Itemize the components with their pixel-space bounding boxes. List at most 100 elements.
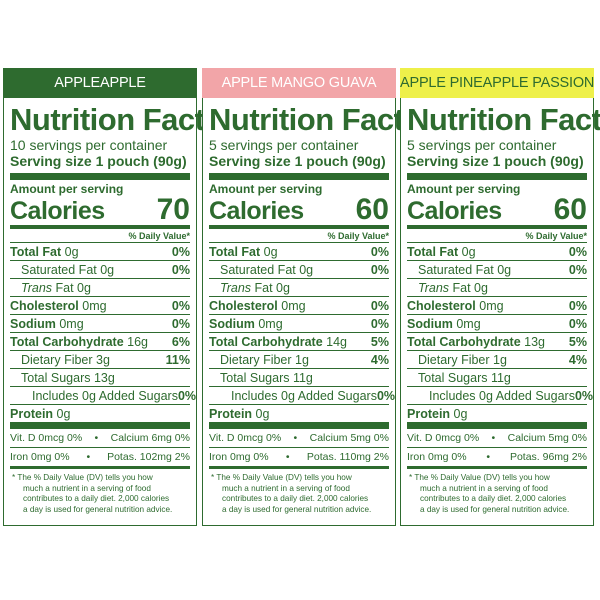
thick-divider: [10, 422, 190, 429]
nutrient-label: Total Carbohydrate: [407, 334, 521, 349]
daily-value: 4%: [370, 352, 389, 367]
trans-fat-row: Trans Fat 0g: [10, 278, 190, 296]
daily-value: 0%: [171, 244, 190, 259]
trans-label: Trans: [220, 280, 252, 295]
potassium: Potas. 110mg 2%: [306, 451, 389, 463]
total-fat-row: Total Fat 0g 0%: [407, 242, 587, 260]
dietary-fiber-row: Dietary Fiber 1g 4%: [407, 350, 587, 368]
added-sugars-row: Includes 0g Added Sugars 0%: [10, 386, 196, 404]
nutrient-label: Total Fat: [10, 244, 62, 259]
nutrient-label: Saturated Fat 0g: [418, 262, 512, 277]
daily-value: 5%: [568, 334, 587, 349]
daily-value: 0%: [370, 298, 389, 313]
daily-value: 0%: [370, 244, 389, 259]
footnote-line: much a nutrient in a serving of food: [23, 483, 151, 493]
footnote-line: contributes to a daily diet. 2,000 calor…: [420, 494, 567, 503]
protein-row: Protein 0g: [209, 404, 389, 422]
trans-rest: Fat 0g: [55, 280, 91, 295]
nutrient-amount: 0mg: [59, 316, 84, 331]
calories-value: 70: [156, 193, 190, 226]
thick-divider: [407, 173, 587, 180]
dietary-fiber-row: Dietary Fiber 1g 4%: [209, 350, 389, 368]
medium-divider: [209, 225, 389, 229]
nutrient-label: Total Carbohydrate: [10, 334, 124, 349]
vitamin-row-1: Vit. D 0mcg 0% • Calcium 5mg 0%: [407, 429, 587, 447]
nutrient-label: Dietary Fiber 1g: [220, 352, 309, 367]
saturated-fat-row: Saturated Fat 0g 0%: [10, 260, 190, 278]
label-body: Nutrition Facts 5 servings per container…: [400, 98, 600, 526]
nutrient-label: Total Fat: [209, 244, 261, 259]
nutrient-amount: 0mg: [258, 316, 283, 331]
cholesterol-row: Cholesterol 0mg 0%: [10, 296, 190, 314]
servings-per-container: 10 servings per container: [10, 137, 168, 153]
potassium: Potas. 96mg 2%: [509, 451, 587, 463]
daily-value-footnote: * The % Daily Value (DV) tells you how m…: [209, 469, 389, 515]
daily-value: 0%: [171, 298, 190, 313]
protein-row: Protein 0g: [407, 404, 587, 422]
cholesterol-row: Cholesterol 0mg 0%: [209, 296, 389, 314]
saturated-fat-row: Saturated Fat 0g 0%: [407, 260, 587, 278]
nutrient-label: Saturated Fat 0g: [21, 262, 115, 277]
nutrient-label: Total Sugars 13g: [21, 370, 115, 385]
nutrition-panel-apple-pineapple-passion-fruit: APPLE PINEAPPLE PASSION FRUIT Nutrition …: [400, 68, 600, 526]
nutrient-amount: 0g: [461, 244, 476, 259]
nutrient-amount: 16g: [127, 334, 149, 349]
nutrient-amount: 13g: [524, 334, 546, 349]
protein-row: Protein 0g: [10, 404, 190, 422]
daily-value: 6%: [171, 334, 190, 349]
bullet-separator: •: [94, 432, 99, 444]
amount-per-serving: Amount per serving: [209, 182, 323, 196]
nutrient-label: Total Sugars 11g: [418, 370, 511, 385]
amount-per-serving: Amount per serving: [407, 182, 521, 196]
nutrient-amount: 0g: [64, 244, 79, 259]
footnote-line: much a nutrient in a serving of food: [222, 483, 350, 493]
footnote-line: much a nutrient in a serving of food: [420, 483, 548, 493]
calories-row: Calories 60: [209, 195, 389, 226]
nutrient-amount: 0mg: [479, 298, 504, 313]
thick-divider: [10, 173, 190, 180]
nutrient-amount: 14g: [326, 334, 348, 349]
daily-value-footnote: * The % Daily Value (DV) tells you how m…: [407, 469, 587, 515]
daily-value: 0%: [370, 316, 389, 331]
vitamin-row-2: Iron 0mg 0% • Potas. 96mg 2%: [407, 447, 587, 466]
saturated-fat-row: Saturated Fat 0g 0%: [209, 260, 389, 278]
trans-rest: Fat 0g: [452, 280, 488, 295]
trans-rest: Fat 0g: [254, 280, 290, 295]
nutrient-amount: 0g: [56, 406, 71, 421]
calories-label: Calories: [10, 197, 105, 225]
bullet-separator: •: [285, 451, 290, 463]
daily-value: 0%: [376, 388, 396, 403]
total-fat-row: Total Fat 0g 0%: [10, 242, 190, 260]
nutrient-amount: 0mg: [456, 316, 481, 331]
nutrient-amount: 0mg: [82, 298, 107, 313]
daily-value-header: % Daily Value*: [327, 231, 389, 241]
footnote-line: a day is used for general nutrition advi…: [222, 504, 372, 514]
daily-value: 0%: [177, 388, 197, 403]
servings-per-container: 5 servings per container: [407, 137, 557, 153]
bullet-separator: •: [491, 432, 496, 444]
nutrient-label: Includes 0g Added Sugars: [32, 388, 178, 403]
sodium-row: Sodium 0mg 0%: [10, 314, 190, 332]
total-sugars-row: Total Sugars 11g: [407, 368, 587, 386]
bullet-separator: •: [293, 432, 298, 444]
thick-divider: [407, 422, 587, 429]
nutrient-label: Dietary Fiber 3g: [21, 352, 110, 367]
iron: Iron 0mg 0%: [407, 451, 467, 463]
daily-value: 0%: [171, 262, 190, 277]
vitamin-d: Vit. D 0mcg 0%: [407, 432, 480, 444]
nutrient-label: Total Carbohydrate: [209, 334, 323, 349]
nutrient-label: Total Sugars 11g: [220, 370, 313, 385]
calcium: Calcium 6mg 0%: [110, 432, 190, 444]
vitamin-row-2: Iron 0mg 0% • Potas. 102mg 2%: [10, 447, 190, 466]
medium-divider: [407, 466, 587, 469]
daily-value: 0%: [370, 262, 389, 277]
daily-value: 0%: [171, 316, 190, 331]
footnote-line: * The % Daily Value (DV) tells you how: [12, 473, 153, 482]
nutrient-label: Protein: [10, 406, 54, 421]
daily-value: 0%: [568, 262, 587, 277]
footnote-line: a day is used for general nutrition advi…: [23, 504, 173, 514]
serving-size: Serving size 1 pouch (90g): [407, 153, 584, 169]
vitamin-row-1: Vit. D 0mcg 0% • Calcium 6mg 0%: [10, 429, 190, 447]
trans-fat-row: Trans Fat 0g: [407, 278, 587, 296]
nutrient-label: Sodium: [407, 316, 453, 331]
